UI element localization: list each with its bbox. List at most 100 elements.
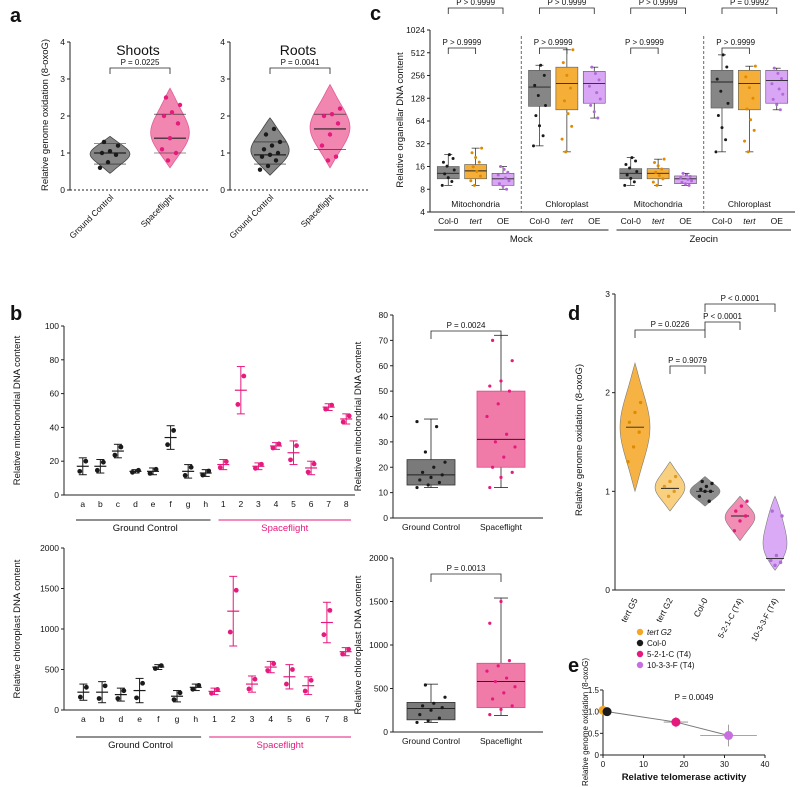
legend-marker — [636, 661, 644, 669]
panel-b-y-tick-label: 1500 — [40, 584, 59, 594]
data-point — [171, 697, 177, 703]
data-point — [97, 165, 103, 170]
panel-c-outer-bracket — [539, 7, 595, 14]
data-point — [437, 480, 441, 485]
data-point — [340, 651, 346, 657]
data-point — [597, 78, 601, 82]
data-point — [502, 167, 506, 171]
panel-c-y-tick-label: 8 — [420, 184, 425, 194]
panel-d-y-tick-label: 0 — [605, 585, 610, 595]
data-point — [99, 150, 105, 156]
data-point — [432, 701, 436, 705]
data-point — [747, 86, 751, 90]
x-tick-label: Ground Control — [402, 736, 460, 746]
data-point — [571, 48, 575, 52]
data-point — [426, 483, 430, 487]
box-oe — [765, 69, 789, 104]
panel-d-1-p-value: P = 0.0226 — [651, 320, 690, 329]
data-point — [770, 509, 774, 513]
data-point — [631, 445, 636, 449]
data-point — [751, 96, 755, 100]
data-point-1 — [602, 707, 612, 717]
data-point — [745, 499, 749, 503]
panel-d-2-bracket — [669, 365, 706, 374]
data-point — [687, 183, 691, 187]
data-point — [217, 465, 223, 471]
data-point — [710, 481, 714, 486]
data-point — [471, 165, 475, 169]
data-point — [440, 473, 444, 477]
data-point — [780, 77, 784, 81]
data-point — [257, 167, 263, 172]
data-point — [443, 695, 447, 699]
data-point — [418, 713, 422, 717]
data-point — [562, 99, 566, 103]
data-point — [777, 87, 781, 91]
data-point — [165, 158, 171, 163]
panel-a-y-tick-label: 4 — [60, 37, 65, 47]
panel-c-outer-p-value: P > 0.9999 — [639, 0, 678, 7]
panel-a-y-label: Relative genome oxidation (8-oxoG) — [40, 39, 51, 191]
data-point — [440, 706, 444, 710]
data-point — [637, 430, 641, 434]
panel-c-y-tick-label: 16 — [416, 162, 426, 172]
data-point — [744, 75, 748, 79]
panel-c-outer-bracket — [447, 7, 504, 14]
data-point — [661, 177, 665, 181]
panel-a-y-tick-label: 3 — [220, 74, 225, 84]
panel-b-box-y-tick-label: 10 — [379, 488, 389, 498]
data-point — [739, 504, 744, 508]
data-point — [716, 113, 720, 117]
panel-b-y-tick-label: 80 — [50, 355, 60, 365]
data-point — [497, 182, 501, 186]
panel-c-compartment-label: Chloroplast — [728, 199, 772, 209]
data-point — [83, 684, 89, 690]
legend-marker — [636, 650, 644, 658]
data-point — [688, 174, 692, 178]
panel-b-box-y-tick-label: 1000 — [369, 640, 388, 650]
x-tick-label: Ground Control — [402, 522, 460, 532]
box-flight — [476, 662, 526, 709]
data-point — [271, 126, 277, 132]
x-tick-label: 6 — [309, 499, 314, 509]
data-point — [169, 110, 175, 115]
data-point — [451, 156, 455, 160]
violin-1 — [654, 461, 686, 512]
box-tert — [738, 69, 761, 111]
data-point — [100, 459, 106, 465]
data-point — [327, 132, 333, 137]
data-point — [165, 442, 170, 448]
x-tick-label: d — [133, 499, 138, 509]
data-point — [745, 107, 749, 111]
x-tick-label: Col-0 — [691, 596, 709, 619]
legend-marker — [636, 639, 644, 647]
data-point — [485, 669, 489, 673]
panel-b-box-y-tick-label: 0 — [383, 727, 388, 737]
panel-c-y-tick-label: 64 — [416, 116, 426, 126]
panel-a-y-tick-label: 2 — [60, 111, 65, 121]
data-point — [510, 359, 514, 363]
box-flight — [476, 390, 526, 468]
panel-b-box-y-tick-label: 70 — [379, 335, 389, 345]
data-point — [657, 174, 661, 178]
data-point — [638, 400, 643, 405]
data-point — [421, 470, 425, 474]
panel-d-y-tick-label: 1 — [605, 486, 610, 496]
data-point — [720, 126, 724, 130]
data-point — [589, 103, 593, 107]
data-point — [305, 469, 311, 475]
data-point — [329, 402, 335, 408]
panel-a-y-tick-label: 1 — [220, 148, 225, 158]
data-point — [634, 159, 638, 163]
box-ground — [710, 69, 734, 109]
data-point — [102, 683, 108, 689]
panel-a-bracket — [269, 67, 331, 74]
x-tick-label: 8 — [343, 714, 348, 724]
panel-label-b: b — [10, 303, 22, 325]
panel-b-y-tick-label: 0 — [54, 705, 59, 715]
panel-b-box-y-tick-label: 2000 — [369, 553, 388, 563]
data-point — [333, 154, 339, 159]
data-point — [153, 466, 159, 472]
panel-a-y-tick-label: 4 — [220, 37, 225, 47]
